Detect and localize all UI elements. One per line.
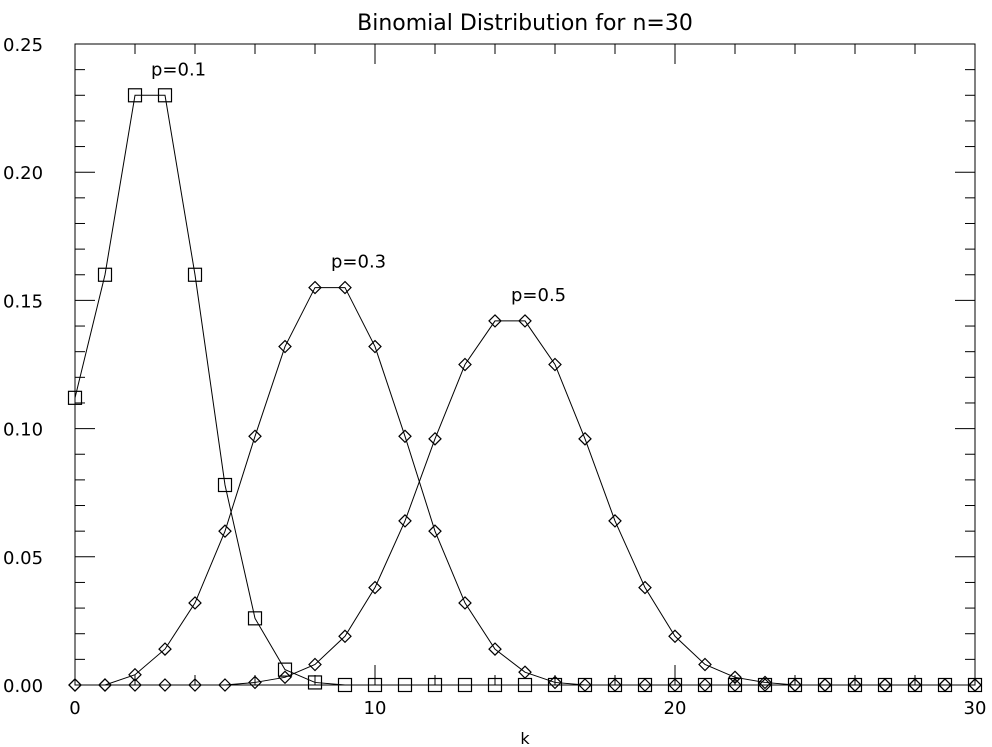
data-point-square xyxy=(427,677,443,693)
data-point-diamond xyxy=(368,580,382,595)
data-point-diamond xyxy=(488,314,502,328)
data-point-diamond xyxy=(608,514,622,528)
data-point-square xyxy=(397,677,413,693)
data-point-diamond xyxy=(128,667,142,682)
data-point-diamond xyxy=(518,314,532,328)
data-point-square xyxy=(307,675,323,690)
data-point-diamond xyxy=(638,580,652,595)
data-point-diamond xyxy=(908,678,922,692)
data-point-diamond xyxy=(158,678,172,692)
data-point-diamond xyxy=(218,678,232,692)
chart-title: Binomial Distribution for n=30 xyxy=(357,11,693,36)
series-markers xyxy=(67,88,983,693)
plot-frame xyxy=(74,43,976,686)
data-point-diamond xyxy=(608,678,622,692)
series-line-2 xyxy=(75,287,975,686)
data-point-diamond xyxy=(668,678,682,692)
data-point-square xyxy=(247,611,263,626)
data-point-square xyxy=(97,267,113,282)
data-point-diamond xyxy=(728,678,742,692)
y-tick-label: 0.20 xyxy=(3,163,43,184)
x-tick-label: 20 xyxy=(664,698,687,719)
x-tick-label: 0 xyxy=(69,698,80,719)
data-point-diamond xyxy=(68,678,82,692)
data-point-diamond xyxy=(428,524,442,539)
data-point-diamond xyxy=(668,629,682,644)
data-point-diamond xyxy=(278,670,292,685)
data-point-diamond xyxy=(698,657,712,672)
data-point-diamond xyxy=(758,678,772,692)
data-point-diamond xyxy=(698,678,712,692)
data-point-diamond xyxy=(308,657,322,672)
data-point-diamond xyxy=(128,678,142,692)
data-point-diamond xyxy=(458,357,472,372)
y-tick-label: 0.10 xyxy=(3,420,43,441)
series-annotation-1: p=0.1 xyxy=(151,59,206,80)
data-point-diamond xyxy=(518,665,532,680)
data-point-diamond xyxy=(818,678,832,692)
y-tick-label: 0.05 xyxy=(3,548,43,569)
data-point-square xyxy=(277,662,293,677)
y-tick-label: 0.15 xyxy=(3,291,43,312)
axis-ticks xyxy=(74,43,976,686)
data-point-diamond xyxy=(728,670,742,685)
data-point-diamond xyxy=(758,675,772,690)
data-point-square xyxy=(157,88,173,103)
data-point-diamond xyxy=(98,678,112,692)
data-point-square xyxy=(367,677,383,693)
data-point-diamond xyxy=(368,339,382,354)
data-point-diamond xyxy=(398,429,412,444)
data-point-square xyxy=(127,88,143,103)
data-point-diamond xyxy=(848,678,862,692)
series-annotations: p=0.1 p=0.3 p=0.5 xyxy=(151,59,566,306)
data-point-diamond xyxy=(548,675,562,690)
x-axis-label: k xyxy=(520,729,530,747)
data-point-diamond xyxy=(638,678,652,692)
x-tick-label: 10 xyxy=(364,698,387,719)
data-point-diamond xyxy=(218,524,232,539)
data-point-square xyxy=(487,677,503,693)
series-line-1 xyxy=(74,94,975,686)
y-tick-label: 0.00 xyxy=(3,676,43,697)
series-line-3 xyxy=(75,320,975,686)
data-point-diamond xyxy=(578,678,592,692)
data-point-diamond xyxy=(488,642,502,656)
data-point-diamond xyxy=(188,678,202,692)
data-point-diamond xyxy=(308,280,322,295)
tick-labels: 0 10 20 30 0.00 0.05 0.10 0.15 0.20 0.25 xyxy=(3,35,986,719)
data-point-diamond xyxy=(458,596,472,610)
data-point-diamond xyxy=(338,280,352,295)
series-annotation-3: p=0.5 xyxy=(511,285,566,306)
data-point-diamond xyxy=(878,678,892,692)
data-point-diamond xyxy=(248,429,262,444)
data-point-diamond xyxy=(968,678,982,692)
data-point-diamond xyxy=(938,678,952,692)
y-tick-label: 0.25 xyxy=(3,35,43,56)
series-annotation-2: p=0.3 xyxy=(331,252,386,273)
data-point-diamond xyxy=(188,596,202,610)
data-point-diamond xyxy=(788,678,802,692)
data-point-diamond xyxy=(578,432,592,446)
series-lines xyxy=(74,94,975,686)
x-tick-label: 30 xyxy=(964,698,987,719)
data-point-square xyxy=(217,477,233,493)
data-point-square xyxy=(457,677,473,693)
data-point-diamond xyxy=(158,642,172,656)
data-point-square xyxy=(187,267,203,282)
data-point-square xyxy=(547,677,563,693)
data-point-diamond xyxy=(248,675,262,690)
data-point-diamond xyxy=(428,432,442,446)
data-point-square xyxy=(67,390,83,405)
data-point-diamond xyxy=(338,629,352,644)
data-point-diamond xyxy=(548,357,562,372)
data-point-diamond xyxy=(278,339,292,354)
data-point-diamond xyxy=(398,514,412,528)
data-point-square xyxy=(337,677,353,693)
